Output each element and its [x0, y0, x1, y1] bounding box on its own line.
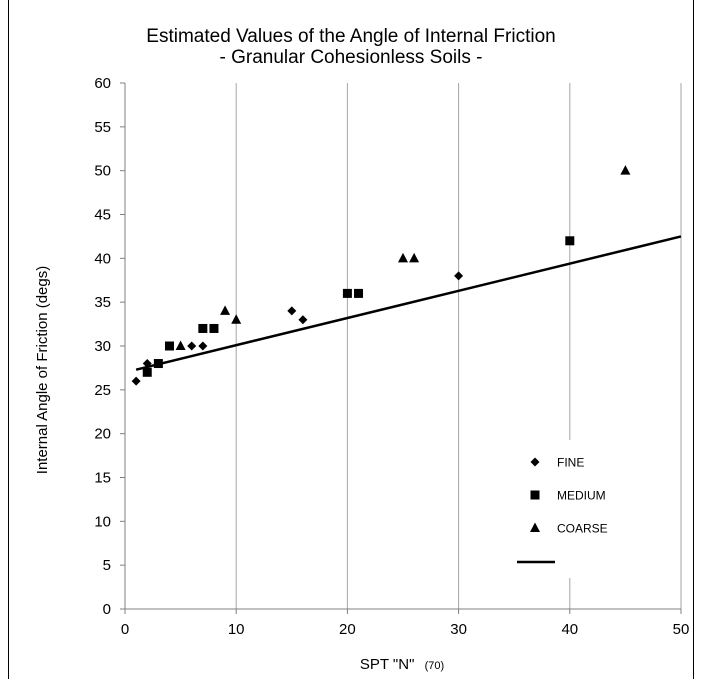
data-point-triangle	[620, 165, 631, 175]
data-point-diamond	[142, 359, 152, 369]
legend-marker-triangle	[530, 522, 540, 532]
y-tick-label: 55	[94, 119, 111, 136]
y-tick-label: 50	[94, 163, 111, 180]
trendline-group	[135, 235, 682, 371]
data-point-square	[342, 288, 352, 298]
data-point-triangle	[409, 252, 420, 263]
y-tick-label: 25	[94, 382, 111, 399]
x-tick-label: 0	[121, 621, 129, 638]
chart-frame	[8, 0, 694, 679]
y-tick-label: 20	[94, 426, 111, 443]
legend-label: COARSE	[557, 522, 608, 536]
x-tick-label: 50	[673, 621, 690, 638]
data-point-triangle	[220, 305, 231, 315]
data-point-diamond	[187, 341, 197, 351]
data-point-square	[565, 236, 575, 246]
y-tick-label: 40	[94, 250, 111, 267]
data-point-square	[209, 323, 219, 333]
y-tick-label: 30	[94, 338, 111, 355]
y-tick-label: 45	[94, 207, 111, 224]
x-axis-label: SPT "N" (70)	[360, 656, 444, 673]
data-point-square	[153, 359, 163, 369]
legend-label: MEDIUM	[557, 489, 606, 503]
legend-marker-diamond	[530, 457, 540, 467]
y-tick-label: 15	[94, 470, 111, 487]
y-tick-label: 0	[103, 601, 111, 618]
x-axis-label-main: SPT "N"	[360, 656, 415, 673]
data-point-square	[164, 341, 174, 351]
legend-marker-square	[530, 490, 540, 500]
legend-box	[495, 440, 638, 578]
y-tick-label: 60	[94, 75, 111, 92]
chart-subtitle: - Granular Cohesionless Soils -	[219, 47, 483, 68]
data-point-square	[354, 288, 364, 298]
chart-title: Estimated Values of the Angle of Interna…	[146, 26, 556, 47]
data-points	[131, 165, 631, 386]
data-point-triangle	[398, 252, 408, 263]
x-tick-label: 40	[561, 621, 578, 638]
data-point-diamond	[298, 315, 308, 325]
y-tick-label: 35	[94, 294, 111, 311]
x-axis-label-subscript: (70)	[425, 660, 445, 672]
y-tick-label: 5	[103, 557, 111, 574]
data-point-diamond	[454, 271, 464, 281]
x-tick-label: 10	[228, 621, 245, 638]
y-axis-label: Internal Angle of Friction (degs)	[34, 266, 51, 474]
x-tick-label: 30	[450, 621, 467, 638]
data-point-square	[198, 323, 208, 333]
data-point-square	[142, 367, 152, 377]
legend-label: FINE	[557, 456, 584, 470]
data-point-diamond	[198, 341, 208, 351]
y-tick-label: 10	[94, 513, 111, 530]
data-point-triangle	[231, 314, 242, 324]
data-point-triangle	[175, 340, 186, 350]
x-tick-labels: 0 10 20 30 40 50	[121, 609, 690, 638]
y-tick-labels: 0 5 10 15 20 25 30 35 40 45 50 55 60	[94, 75, 125, 618]
data-point-diamond	[287, 306, 297, 316]
legend: FINE MEDIUM COARSE	[495, 440, 638, 578]
data-point-diamond	[131, 376, 141, 386]
x-tick-label: 20	[339, 621, 356, 638]
trendline	[135, 235, 682, 371]
